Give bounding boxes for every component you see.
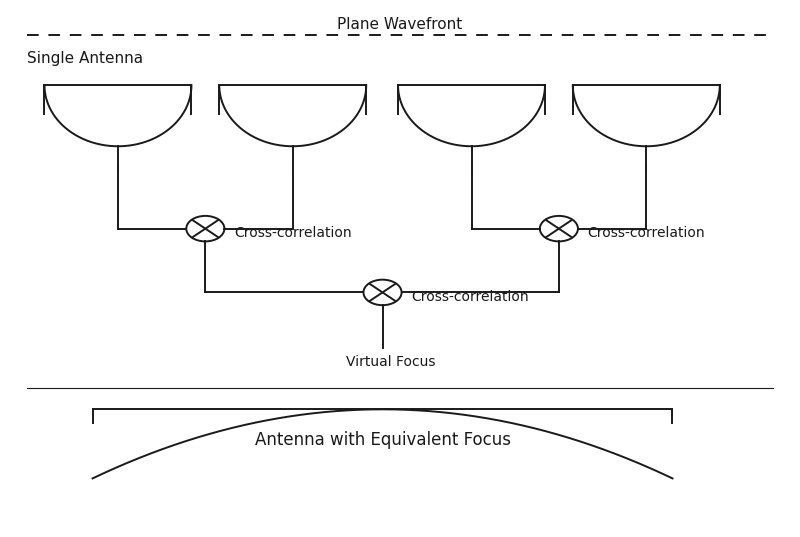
Text: Antenna with Equivalent Focus: Antenna with Equivalent Focus [254,431,510,449]
Text: Virtual Focus: Virtual Focus [346,354,435,368]
Text: Single Antenna: Single Antenna [26,51,142,66]
Text: Cross-correlation: Cross-correlation [587,226,705,240]
Text: Plane Wavefront: Plane Wavefront [338,17,462,32]
Text: Cross-correlation: Cross-correlation [234,226,351,240]
Text: Cross-correlation: Cross-correlation [411,289,529,303]
